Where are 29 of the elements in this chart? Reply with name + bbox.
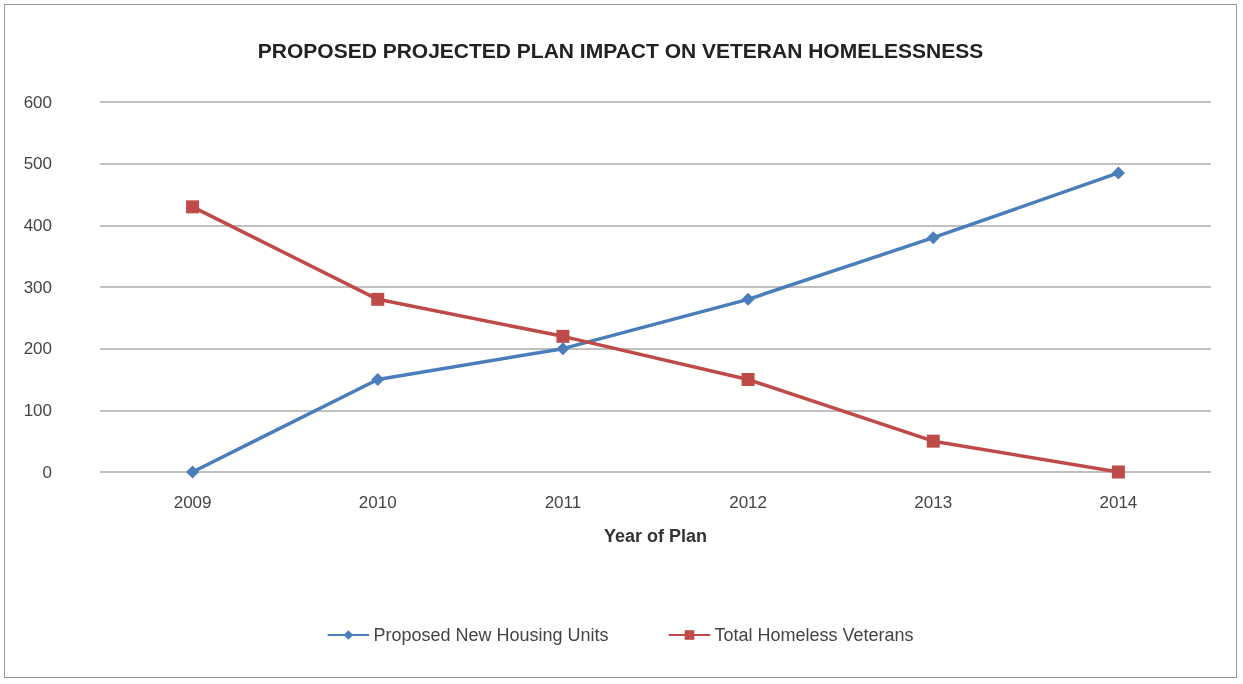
x-tick-label: 2009 <box>173 493 212 512</box>
point <box>741 373 755 386</box>
y-tick-label: 200 <box>23 339 52 359</box>
chart-title: PROPOSED PROJECTED PLAN IMPACT ON VETERAN HOMELESSNESS <box>257 39 984 62</box>
x-tick-label: 2011 <box>544 493 582 512</box>
y-tick-label: 400 <box>23 215 52 235</box>
point <box>186 465 200 479</box>
point <box>1111 166 1125 180</box>
legend-label: Proposed New Housing Units <box>373 625 609 645</box>
legend-label: Total Homeless Veterans <box>714 625 914 645</box>
point <box>371 373 385 386</box>
y-tick-label: 500 <box>23 154 52 174</box>
point <box>186 200 200 214</box>
y-tick-label: 300 <box>23 277 52 297</box>
point <box>371 292 385 306</box>
x-tick-label: 2013 <box>914 493 953 512</box>
y-tick-label: 600 <box>23 92 52 112</box>
point <box>741 292 755 306</box>
point <box>1111 465 1125 479</box>
y-tick-label: 0 <box>42 462 52 482</box>
x-tick-label: 2014 <box>1099 493 1138 512</box>
y-tick-label: 100 <box>23 400 52 420</box>
point <box>926 231 940 245</box>
x-tick-label: 2012 <box>729 493 767 512</box>
point <box>926 434 940 448</box>
point <box>556 342 570 356</box>
x-tick-label: 2010 <box>358 493 397 512</box>
x-axis-title: Year of Plan <box>603 526 708 546</box>
point <box>556 329 570 343</box>
